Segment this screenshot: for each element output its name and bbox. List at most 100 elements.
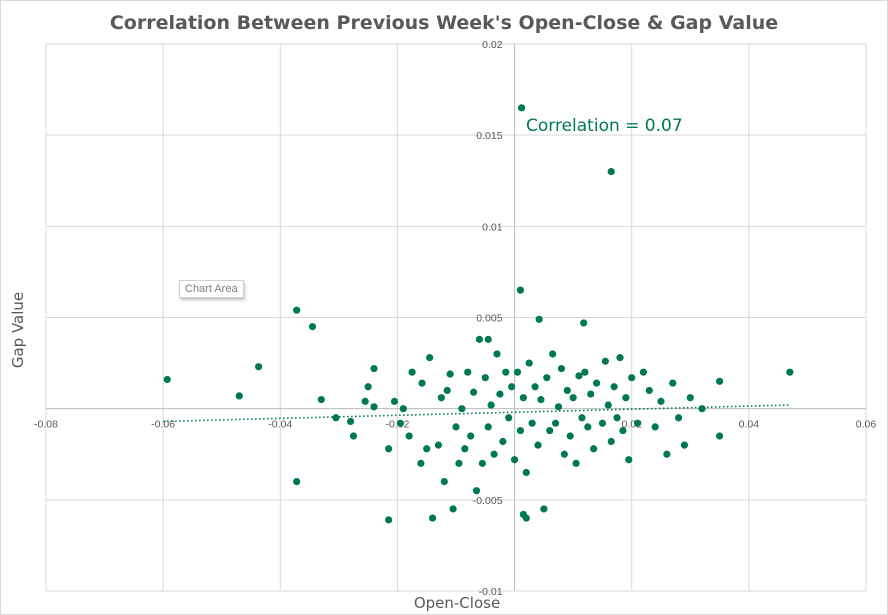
data-point [554, 403, 563, 411]
data-point [625, 456, 633, 464]
data-point [572, 459, 580, 467]
data-point [563, 386, 571, 395]
data-point [522, 468, 530, 477]
y-tick-label: -0.01 [479, 586, 503, 598]
x-tick-label: 0.04 [739, 419, 760, 431]
data-point [293, 306, 301, 314]
data-point [557, 364, 566, 373]
data-point [458, 405, 466, 413]
y-tick-label: -0.005 [473, 495, 503, 507]
data-point [308, 323, 317, 331]
data-point [518, 104, 526, 112]
data-point [499, 437, 507, 446]
correlation-annotation: Correlation = 0.07 [526, 116, 683, 136]
data-point [551, 419, 560, 427]
data-point [581, 368, 589, 376]
data-point [522, 514, 530, 522]
data-point [437, 394, 445, 402]
data-point [715, 432, 724, 440]
chart-area-tooltip: Chart Area [179, 280, 244, 298]
data-point [619, 426, 627, 435]
data-point [481, 374, 489, 382]
data-point [426, 354, 434, 362]
data-point [508, 383, 516, 391]
data-point [516, 286, 525, 294]
y-tick-label: 0.02 [482, 39, 503, 51]
data-point [464, 368, 472, 376]
data-point [607, 168, 615, 176]
data-point [513, 368, 522, 376]
data-point [332, 414, 340, 422]
x-tick-label: 0.06 [856, 419, 877, 431]
data-point [510, 456, 519, 464]
data-points [163, 104, 794, 524]
data-point [566, 432, 574, 440]
data-point [396, 419, 404, 427]
data-point [449, 505, 457, 513]
data-point [628, 374, 636, 382]
data-point [622, 394, 630, 402]
data-point [399, 405, 407, 413]
data-point [584, 423, 592, 431]
data-point [607, 437, 615, 446]
data-point [370, 364, 378, 373]
data-point [680, 441, 689, 449]
y-tick-label: 0.015 [476, 130, 502, 142]
data-point [349, 432, 358, 440]
data-point [610, 383, 618, 391]
data-point [405, 432, 413, 440]
data-point [469, 388, 478, 396]
data-point [590, 445, 598, 453]
data-point [604, 401, 612, 409]
data-point [569, 394, 577, 402]
data-point [467, 432, 475, 440]
data-point [663, 450, 671, 458]
data-point [598, 419, 607, 427]
data-point [587, 390, 595, 398]
data-point [418, 379, 426, 387]
data-point [434, 441, 443, 449]
data-point [385, 516, 393, 524]
data-point [613, 414, 621, 422]
data-point [575, 372, 583, 380]
data-point [639, 368, 648, 376]
data-point [786, 368, 794, 376]
data-point [455, 459, 463, 467]
data-point [645, 386, 653, 395]
data-point [443, 386, 451, 395]
data-point [540, 505, 548, 513]
data-point [317, 395, 325, 404]
data-point [346, 417, 355, 426]
data-point [487, 401, 495, 409]
data-point [543, 374, 551, 382]
data-point [502, 368, 510, 376]
data-point [592, 379, 601, 387]
y-axis-ticks: -0.01 -0.005 0.005 0.01 0.015 0.02 [473, 39, 503, 598]
data-point [446, 370, 454, 378]
data-point [472, 487, 481, 495]
data-point [408, 368, 416, 376]
data-point [505, 414, 513, 422]
data-point [537, 395, 545, 404]
data-point [549, 350, 557, 358]
data-point [235, 392, 243, 400]
data-point [484, 423, 492, 431]
data-point [651, 423, 659, 431]
data-point [361, 397, 369, 405]
data-point [657, 397, 665, 405]
y-tick-label: 0.01 [482, 221, 503, 233]
data-point [531, 383, 539, 391]
data-point [461, 445, 469, 453]
data-point [385, 445, 393, 453]
data-point [633, 419, 642, 427]
data-point [423, 445, 431, 453]
data-point [293, 478, 301, 486]
x-tick-label: -0.08 [34, 419, 58, 431]
data-point [452, 423, 460, 431]
x-tick-label: -0.06 [151, 419, 175, 431]
data-point [528, 419, 536, 427]
data-point [163, 375, 171, 384]
trendline [163, 404, 790, 423]
